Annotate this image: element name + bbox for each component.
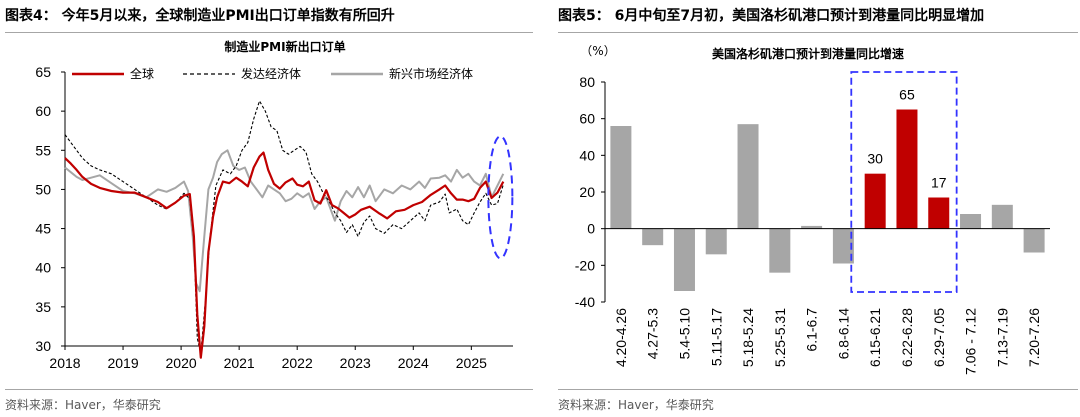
y-tick-label: 65: [35, 64, 51, 80]
x-tick-label: 6.29-7.05: [931, 308, 947, 367]
line-chart: 制造业PMI新出口订单 30 35 40 45 50 55 60 65 2018 2019 2020 2…: [35, 39, 514, 371]
legend-label: 发达经济体: [241, 66, 301, 81]
x-tick-label: 6.8-6.14: [835, 308, 851, 360]
bar: [737, 124, 759, 229]
data-label: 17: [931, 175, 947, 191]
y-tick-label: 40: [35, 260, 51, 276]
y-tick-label: -20: [575, 257, 595, 273]
bar: [832, 228, 854, 264]
y-tick-label: 60: [579, 111, 595, 127]
y-tick-label: 55: [35, 142, 51, 158]
right-source-note: 资料来源：Haver，华泰研究: [558, 398, 714, 412]
y-tick-label: 40: [579, 147, 595, 163]
x-tick-label: 5.11-5.17: [708, 308, 724, 366]
y-tick-label: -40: [575, 294, 595, 310]
x-tick-label: 2020: [166, 355, 197, 371]
x-tick-label: 2022: [282, 355, 313, 371]
bar: [610, 126, 632, 229]
highlight-box: [850, 71, 958, 293]
x-tick-label: 7.13-7.19: [994, 308, 1010, 367]
bar: [705, 228, 727, 255]
x-tick-label: 6.15-6.21: [867, 308, 883, 367]
x-tick-label: 4.20-4.26: [613, 308, 629, 367]
x-tick-label: 5.18-5.24: [740, 308, 756, 367]
bar: [769, 228, 791, 273]
legend-label: 全球: [130, 66, 154, 81]
x-tick-label: 6.22-6.28: [899, 308, 915, 367]
y-tick-label: 0: [587, 221, 595, 237]
x-tick-label: 2018: [49, 355, 80, 371]
data-label: 65: [899, 87, 915, 103]
x-tick-label: 2024: [398, 355, 429, 371]
x-tick-label: 6.1-6.7: [804, 308, 820, 352]
y-tick-label: 20: [579, 184, 595, 200]
data-label: 30: [867, 151, 883, 167]
x-tick-label: 2023: [340, 355, 371, 371]
series-line: [64, 149, 505, 293]
left-figure-title: 图表4： 今年5月以来，全球制造业PMI出口订单指数有所回升: [5, 8, 395, 24]
legend-label: 新兴市场经济体: [389, 66, 473, 81]
x-tick-label: 5.4-5.10: [677, 308, 693, 360]
series-line: [64, 100, 504, 355]
y-tick-label: 45: [35, 221, 51, 237]
y-axis-unit: （%）: [580, 44, 615, 58]
bar-chart: 美国洛杉矶港口预计到港量同比增速 （%） -40 -20 0 20 40 60 80 4.20-4…: [575, 44, 1050, 375]
series-line: [64, 151, 505, 359]
right-source-rule: [558, 389, 1078, 390]
bar: [864, 173, 886, 229]
x-tick-label: 5.25-5.31: [772, 308, 788, 367]
y-tick-label: 60: [35, 103, 51, 119]
x-tick-label: 4.27-5.3: [645, 308, 661, 360]
x-tick-label: 2019: [107, 355, 138, 371]
bar: [928, 197, 950, 229]
bar: [896, 109, 918, 229]
y-tick-label: 35: [35, 299, 51, 315]
left-source-rule: [5, 389, 533, 390]
x-tick-label: 7.06 - 7.12: [963, 308, 979, 375]
y-tick-label: 50: [35, 181, 51, 197]
x-tick-label: 7.20-7.26: [1026, 308, 1042, 367]
bar: [642, 228, 664, 246]
bar: [801, 225, 823, 229]
right-figure-title: 图表5： 6月中旬至7月初，美国洛杉矶港口预计到港量同比明显增加: [558, 8, 985, 24]
left-source-note: 资料来源：Haver，华泰研究: [5, 398, 161, 412]
right-title-rule: [558, 32, 1078, 33]
y-tick-label: 30: [35, 338, 51, 354]
x-tick-label: 2025: [456, 355, 487, 371]
chart-title: 美国洛杉矶港口预计到港量同比增速: [712, 46, 904, 61]
bar: [673, 228, 695, 291]
highlight-ellipse: [487, 135, 514, 260]
left-title-rule: [5, 32, 533, 33]
x-tick-label: 2021: [224, 355, 255, 371]
bar: [991, 204, 1013, 229]
y-tick-label: 80: [579, 74, 595, 90]
chart-title: 制造业PMI新出口订单: [224, 39, 345, 54]
bar: [1023, 228, 1045, 253]
bar: [960, 214, 982, 229]
